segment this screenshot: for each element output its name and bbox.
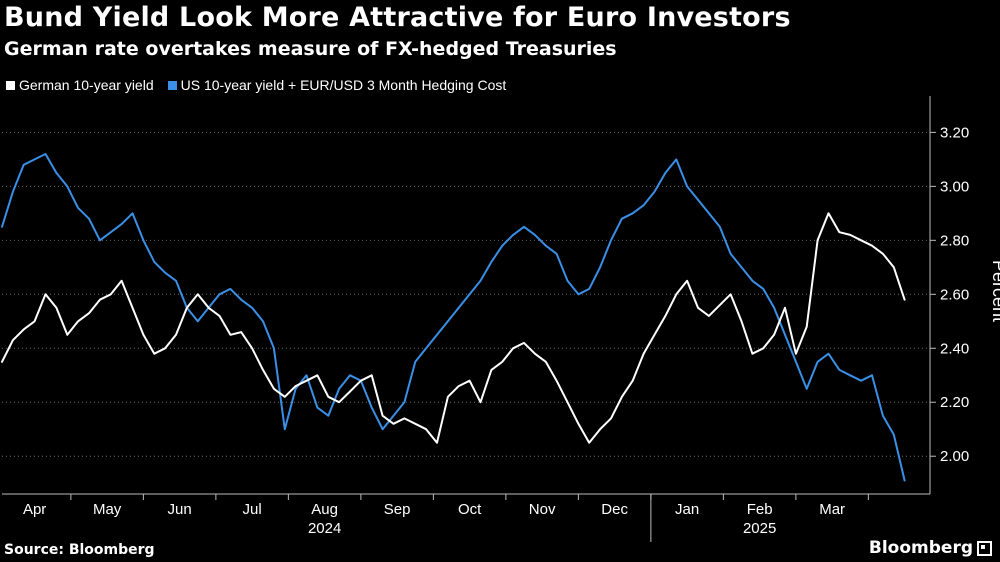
legend-label-german: German 10-year yield	[19, 77, 154, 93]
x-tick-label: Aug	[311, 501, 338, 518]
x-tick-label: Mar	[819, 501, 845, 518]
year-label: 2025	[743, 520, 776, 537]
brand-name: Bloomberg	[868, 538, 973, 558]
legend-swatch-german	[6, 80, 15, 90]
x-tick-label: May	[93, 501, 122, 518]
legend-item-us-hedged: US 10-year yield + EUR/USD 3 Month Hedgi…	[167, 77, 507, 93]
y-tick-label: 2.60	[940, 286, 969, 303]
x-tick-label: Jan	[675, 501, 699, 518]
y-tick-label: 2.00	[940, 448, 969, 465]
series-line-german-10y	[1, 212, 906, 444]
x-tick-label: Jun	[168, 501, 192, 518]
y-tick-label: 3.20	[940, 124, 969, 141]
x-tick-label: Oct	[458, 501, 482, 518]
y-tick-label: 2.40	[940, 340, 969, 357]
y-axis-title: Percent	[989, 260, 1000, 322]
legend-swatch-us-hedged	[167, 80, 177, 90]
year-label: 2024	[308, 520, 341, 537]
bloomberg-logo: Bloomberg	[869, 538, 992, 558]
legend-item-german: German 10-year yield	[6, 77, 154, 93]
bloomberg-mark-icon	[977, 540, 992, 556]
chart-title: Bund Yield Look More Attractive for Euro…	[4, 2, 791, 33]
series-line-us-10y-hedged	[1, 153, 906, 482]
legend-label-us-hedged: US 10-year yield + EUR/USD 3 Month Hedgi…	[180, 77, 507, 93]
x-tick-label: Feb	[747, 501, 773, 518]
y-tick-label: 2.80	[940, 232, 969, 249]
x-tick-label: Apr	[23, 501, 46, 518]
x-tick-label: Sep	[384, 501, 411, 518]
y-tick-label: 2.20	[940, 394, 969, 411]
chart-subtitle: German rate overtakes measure of FX-hedg…	[4, 38, 617, 60]
source-note: Source: Bloomberg	[4, 542, 155, 558]
y-tick-label: 3.00	[940, 178, 969, 195]
x-tick-label: Dec	[601, 501, 628, 518]
legend: German 10-year yield US 10-year yield + …	[6, 77, 520, 93]
x-tick-label: Nov	[529, 501, 556, 518]
x-tick-label: Jul	[243, 501, 262, 518]
